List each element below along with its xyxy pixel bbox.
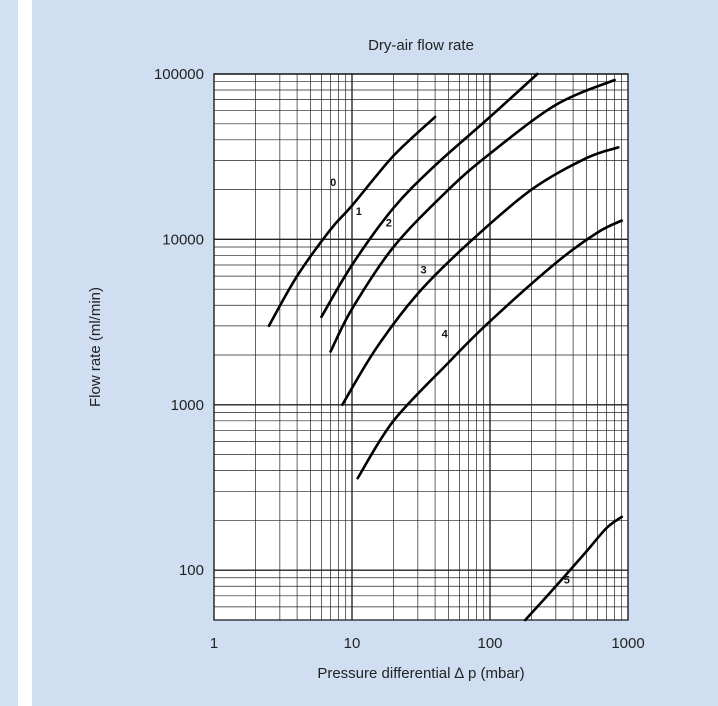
x-tick-label: 10 xyxy=(344,635,361,652)
curve-0 xyxy=(267,115,437,328)
y-tick-label: 100000 xyxy=(154,66,204,83)
curve-labels: 0 1 2 3 4 5 xyxy=(330,177,570,586)
x-tick-label: 1 xyxy=(210,635,218,652)
curve-2 xyxy=(329,78,616,353)
x-axis-title: Pressure differential ∆ p (mbar) xyxy=(317,665,524,682)
curve-3 xyxy=(341,146,620,407)
curve-label-4: 4 xyxy=(442,329,449,341)
chart-svg: 0 1 2 3 4 5 1 10 100 1000 100 1000 10000 100000 Dry-… xyxy=(87,37,645,682)
y-tick-label: 1000 xyxy=(171,397,204,414)
curve-label-3: 3 xyxy=(420,265,426,277)
curve-label-2: 2 xyxy=(386,217,392,229)
x-tick-label: 1000 xyxy=(611,635,644,652)
curve-5 xyxy=(523,515,623,622)
curve-4 xyxy=(356,219,623,480)
y-axis-title: Flow rate (ml/min) xyxy=(87,287,104,407)
y-tick-label: 100 xyxy=(179,562,204,579)
chart-title: Dry-air flow rate xyxy=(368,37,474,54)
curve-label-0: 0 xyxy=(330,177,336,189)
curve-label-1: 1 xyxy=(356,206,362,218)
left-strip xyxy=(0,0,18,706)
chart-panel: 0 1 2 3 4 5 1 10 100 1000 100 1000 10000 100000 Dry-… xyxy=(32,0,718,706)
y-tick-label: 10000 xyxy=(162,231,204,248)
curve-1 xyxy=(320,72,539,319)
curve-label-5: 5 xyxy=(564,575,570,587)
plot-area xyxy=(213,73,629,621)
grid-lines xyxy=(213,73,629,621)
x-tick-label: 100 xyxy=(477,635,502,652)
curves xyxy=(267,72,623,622)
